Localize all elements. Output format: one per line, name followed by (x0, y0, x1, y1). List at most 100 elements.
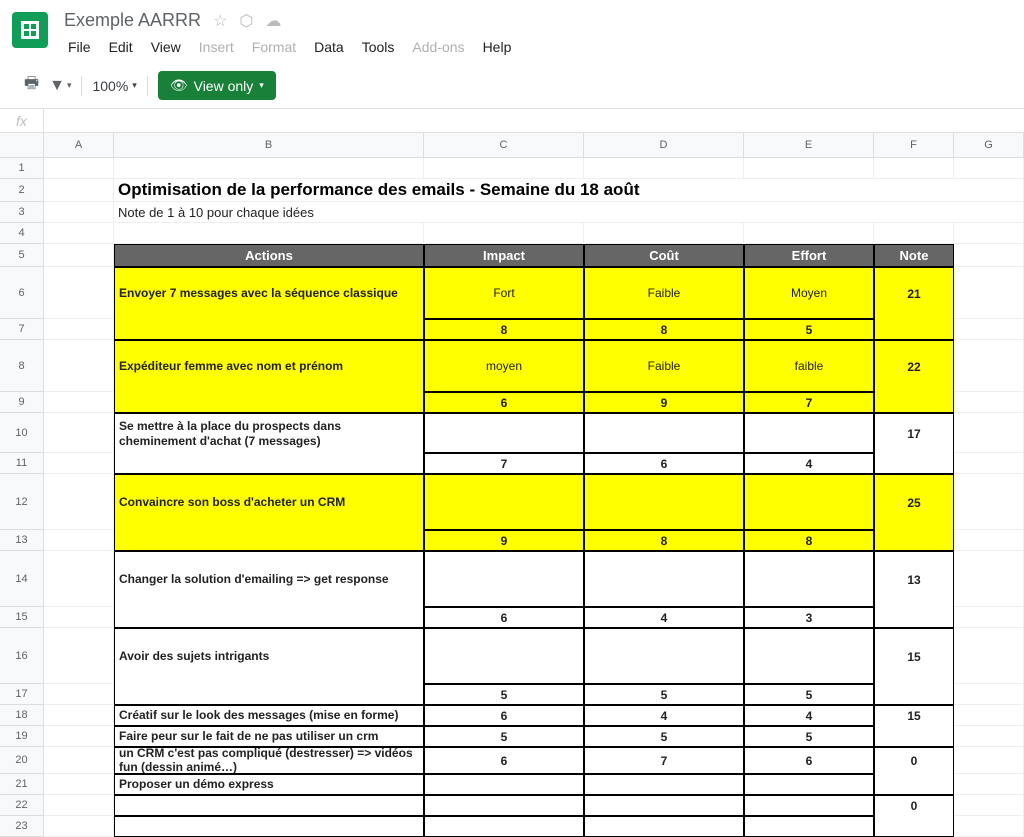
cell[interactable] (114, 319, 424, 340)
cell[interactable] (44, 628, 114, 684)
cell[interactable]: 5 (744, 684, 874, 705)
cell[interactable] (954, 223, 1024, 244)
cell[interactable] (44, 705, 114, 726)
row-header[interactable]: 4 (0, 223, 44, 244)
cell[interactable] (874, 319, 954, 340)
cell[interactable]: 22 (874, 340, 954, 392)
cell[interactable] (744, 816, 874, 837)
cell[interactable] (874, 607, 954, 628)
row-header[interactable]: 22 (0, 795, 44, 816)
cell[interactable] (584, 774, 744, 795)
menu-edit[interactable]: Edit (101, 35, 141, 59)
cell[interactable] (954, 684, 1024, 705)
cell[interactable] (584, 474, 744, 530)
col-header[interactable]: C (424, 133, 584, 157)
row-header[interactable]: 20 (0, 747, 44, 774)
row-header[interactable]: 7 (0, 319, 44, 340)
cell[interactable] (114, 684, 424, 705)
zoom-select[interactable]: 100%▾ (92, 78, 136, 94)
cell[interactable]: Proposer un démo express (114, 774, 424, 795)
cell[interactable] (584, 158, 744, 179)
cell[interactable]: Changer la solution d'emailing => get re… (114, 551, 424, 607)
row-header[interactable]: 1 (0, 158, 44, 179)
cell[interactable] (44, 267, 114, 319)
cell[interactable] (424, 774, 584, 795)
cell[interactable] (44, 816, 114, 837)
menu-view[interactable]: View (143, 35, 189, 59)
cell[interactable]: 5 (424, 684, 584, 705)
cell[interactable] (954, 607, 1024, 628)
cell[interactable] (114, 392, 424, 413)
cell[interactable] (954, 628, 1024, 684)
row-header[interactable]: 3 (0, 202, 44, 223)
row-header[interactable]: 11 (0, 453, 44, 474)
cell[interactable] (954, 816, 1024, 837)
cell[interactable] (954, 774, 1024, 795)
cell[interactable] (424, 551, 584, 607)
cell[interactable]: 15 (874, 628, 954, 684)
cell[interactable]: 25 (874, 474, 954, 530)
cell[interactable]: 8 (584, 319, 744, 340)
row-header[interactable]: 14 (0, 551, 44, 607)
cell[interactable] (954, 705, 1024, 726)
row-header[interactable]: 10 (0, 413, 44, 453)
cell[interactable]: Impact (424, 244, 584, 267)
cell[interactable] (44, 607, 114, 628)
cell[interactable]: Note de 1 à 10 pour chaque idées (114, 202, 1024, 223)
cell[interactable]: 7 (584, 747, 744, 774)
cell[interactable] (424, 158, 584, 179)
cell[interactable]: 0 (874, 747, 954, 774)
row-header[interactable]: 6 (0, 267, 44, 319)
cell[interactable] (954, 551, 1024, 607)
cell[interactable] (424, 413, 584, 453)
cell[interactable]: Convaincre son boss d'acheter un CRM (114, 474, 424, 530)
cell[interactable] (424, 816, 584, 837)
cell[interactable] (874, 530, 954, 551)
cell[interactable] (44, 453, 114, 474)
cell[interactable]: 4 (584, 607, 744, 628)
print-icon[interactable]: 🖶 (24, 72, 39, 99)
cell[interactable] (874, 726, 954, 747)
cell[interactable] (744, 774, 874, 795)
menu-tools[interactable]: Tools (354, 35, 403, 59)
row-header[interactable]: 18 (0, 705, 44, 726)
cell[interactable] (424, 628, 584, 684)
cell[interactable]: Coût (584, 244, 744, 267)
cell[interactable] (44, 319, 114, 340)
cell[interactable] (424, 223, 584, 244)
col-header[interactable]: A (44, 133, 114, 157)
cell[interactable]: 9 (424, 530, 584, 551)
cell[interactable]: faible (744, 340, 874, 392)
cell[interactable] (954, 795, 1024, 816)
cell[interactable]: 5 (424, 726, 584, 747)
cell[interactable]: Fort (424, 267, 584, 319)
cell[interactable] (744, 628, 874, 684)
cell[interactable] (874, 453, 954, 474)
doc-title[interactable]: Exemple AARRR (64, 10, 201, 31)
cell[interactable] (424, 795, 584, 816)
row-header[interactable]: 9 (0, 392, 44, 413)
row-header[interactable]: 19 (0, 726, 44, 747)
cell[interactable] (954, 319, 1024, 340)
cell[interactable] (744, 158, 874, 179)
cell[interactable] (954, 158, 1024, 179)
cell[interactable]: 6 (424, 747, 584, 774)
col-header[interactable]: B (114, 133, 424, 157)
select-all-corner[interactable] (0, 133, 44, 157)
cell[interactable]: 5 (744, 319, 874, 340)
cell[interactable] (114, 795, 424, 816)
cell[interactable] (44, 530, 114, 551)
filter-icon[interactable]: ▼ (49, 77, 65, 95)
cell[interactable]: 9 (584, 392, 744, 413)
cell[interactable] (44, 774, 114, 795)
cell[interactable] (44, 684, 114, 705)
cell[interactable] (44, 179, 114, 202)
cell[interactable]: Faire peur sur le fait de ne pas utilise… (114, 726, 424, 747)
cell[interactable]: 7 (744, 392, 874, 413)
cell[interactable] (744, 223, 874, 244)
row-header[interactable]: 23 (0, 816, 44, 837)
cell[interactable] (584, 816, 744, 837)
cell[interactable] (44, 795, 114, 816)
cell[interactable] (114, 223, 424, 244)
cell[interactable]: Créatif sur le look des messages (mise e… (114, 705, 424, 726)
